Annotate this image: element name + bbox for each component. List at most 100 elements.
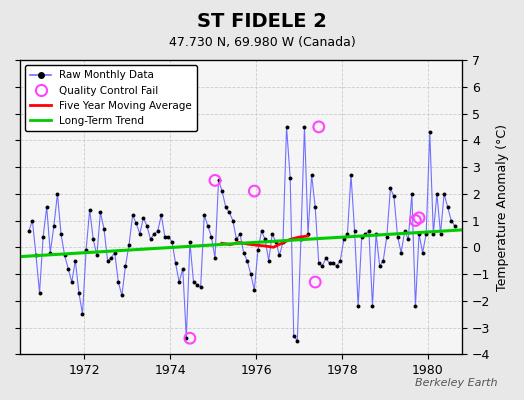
Point (53, 190, 62, 197)
Point (322, 255, 330, 261)
Point (343, 231, 352, 237)
Point (121, 263, 129, 269)
Point (93, 252, 101, 258)
Point (383, 233, 391, 240)
Point (314, 124, 323, 130)
Point (247, 271, 255, 277)
Point (64, 266, 72, 272)
Point (354, 303, 363, 309)
Point (386, 185, 395, 192)
Point (257, 228, 266, 234)
Point (325, 260, 334, 266)
Point (433, 190, 441, 197)
Point (175, 279, 183, 285)
Legend: Raw Monthly Data, Quality Control Fail, Five Year Moving Average, Long-Term Tren: Raw Monthly Data, Quality Control Fail, … (25, 65, 198, 131)
Point (368, 303, 377, 309)
Point (429, 231, 438, 237)
Point (82, 247, 90, 253)
Point (236, 231, 244, 237)
Point (443, 204, 452, 210)
Point (408, 190, 416, 197)
Point (397, 250, 406, 256)
Point (286, 174, 294, 181)
Point (218, 188, 226, 194)
Point (60, 252, 69, 258)
Point (300, 124, 309, 130)
Point (275, 252, 283, 258)
Point (200, 212, 209, 218)
Point (250, 188, 258, 194)
Point (225, 209, 234, 216)
Point (154, 228, 162, 234)
Point (78, 311, 86, 317)
Point (250, 287, 258, 293)
Point (404, 236, 412, 242)
Point (196, 284, 205, 290)
Point (279, 239, 287, 245)
Text: ST FIDELE 2: ST FIDELE 2 (197, 12, 327, 31)
Point (185, 239, 194, 245)
Point (411, 303, 420, 309)
Point (400, 228, 409, 234)
Point (347, 172, 355, 178)
Point (68, 279, 76, 285)
Point (71, 258, 80, 264)
Point (365, 228, 373, 234)
Y-axis label: Temperature Anomaly (°C): Temperature Anomaly (°C) (496, 124, 509, 291)
Point (290, 332, 298, 339)
Point (96, 209, 105, 216)
Point (114, 279, 123, 285)
Point (447, 217, 455, 224)
Point (222, 204, 230, 210)
Point (379, 258, 387, 264)
Point (189, 279, 198, 285)
Point (415, 231, 423, 237)
Point (271, 239, 280, 245)
Point (89, 236, 97, 242)
Point (372, 231, 380, 237)
Point (168, 239, 176, 245)
Point (419, 250, 427, 256)
Point (451, 223, 459, 229)
Point (340, 236, 348, 242)
Point (193, 282, 201, 288)
Point (304, 231, 312, 237)
Point (254, 247, 262, 253)
Point (161, 233, 169, 240)
Point (329, 260, 337, 266)
Point (308, 172, 316, 178)
Point (111, 250, 119, 256)
Point (336, 258, 344, 264)
Point (415, 215, 423, 221)
Point (125, 241, 133, 248)
Point (50, 223, 58, 229)
Point (268, 231, 277, 237)
Point (182, 335, 191, 342)
Point (139, 215, 148, 221)
Point (204, 223, 212, 229)
Point (35, 290, 43, 296)
Point (32, 252, 40, 258)
Point (57, 231, 65, 237)
Point (440, 190, 448, 197)
Point (128, 212, 137, 218)
Point (25, 228, 33, 234)
Point (361, 231, 369, 237)
Point (376, 263, 384, 269)
Point (85, 207, 94, 213)
Point (143, 223, 151, 229)
Point (425, 129, 434, 136)
Point (146, 236, 155, 242)
Point (394, 233, 402, 240)
Point (185, 335, 194, 342)
Point (171, 260, 180, 266)
Point (265, 258, 273, 264)
Point (422, 231, 430, 237)
Point (164, 233, 172, 240)
Point (118, 292, 126, 299)
Point (46, 250, 54, 256)
Point (232, 236, 241, 242)
Point (333, 263, 341, 269)
Point (150, 231, 158, 237)
Point (282, 124, 291, 130)
